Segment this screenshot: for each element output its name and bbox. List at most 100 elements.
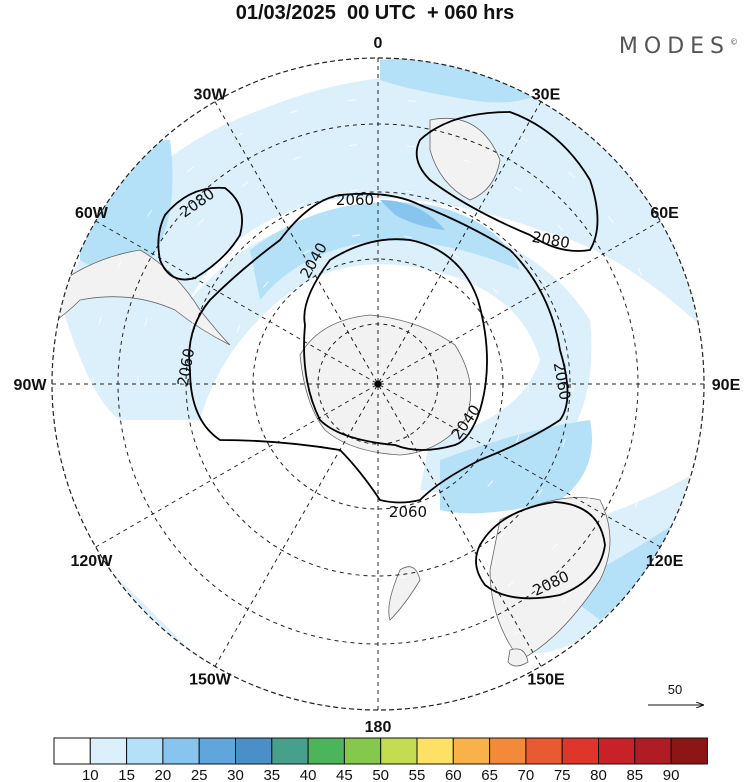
colorbar-box (452, 737, 491, 765)
wind-arrow (406, 145, 415, 148)
contour-2080-africa (415, 111, 599, 252)
colorbar-box (634, 737, 672, 765)
colorbar-box (670, 737, 708, 765)
longitude-label: 0 (374, 35, 383, 52)
wind-arrow (452, 253, 461, 259)
wind-arrow (186, 166, 194, 173)
wind-arrow (562, 595, 570, 602)
wind-arrow (396, 531, 405, 534)
wind-arrow (399, 666, 408, 669)
wind-arrow (236, 325, 241, 333)
wind-arrow (257, 473, 264, 481)
wind-arrow (350, 189, 359, 192)
wind-arrow (188, 431, 192, 440)
wind-arrow (289, 557, 298, 562)
colorbar-box (489, 737, 527, 765)
wind-arrow (190, 321, 194, 330)
antarctica (299, 314, 471, 456)
wind-arrow (262, 281, 269, 288)
colorbar-box (307, 737, 345, 765)
colorbar-box (235, 737, 273, 765)
colorbar-tick-label: 25 (191, 767, 208, 782)
wind-arrow (209, 482, 215, 490)
geopotential-contours (157, 111, 606, 600)
wind-arrow (241, 181, 249, 187)
map-boundary (51, 57, 705, 711)
longitude-label: 150W (189, 672, 232, 689)
colorbar-box (416, 737, 454, 765)
wind-arrow (142, 433, 146, 442)
new-zealand (388, 566, 421, 621)
colorbar-tick-label: 85 (626, 767, 643, 782)
colorbar-box (525, 737, 563, 765)
wind-arrow (603, 551, 609, 559)
wind-arrow (181, 590, 188, 597)
wind-arrow (192, 536, 199, 544)
colorbar-box (53, 737, 91, 765)
wind-arrow (445, 513, 454, 519)
wind-arrow (348, 99, 357, 102)
wind-arrow (537, 489, 543, 497)
colorbar-tick-label: 40 (300, 767, 317, 782)
tasmania (507, 648, 529, 667)
contour-label: 2060 (336, 191, 374, 209)
colorbar-box (89, 737, 128, 765)
wind-arrow (405, 190, 414, 193)
brand-name: MODES (618, 34, 730, 59)
colorbar-tick-label: 70 (518, 767, 535, 782)
wind-arrow (249, 231, 257, 238)
wind-arrow (451, 560, 460, 566)
wind-arrow (340, 666, 349, 668)
wind-arrow (349, 144, 358, 147)
wind-arrow (235, 132, 243, 138)
wind-arrow (351, 234, 360, 237)
wind-arrow (161, 488, 166, 496)
wind-arrow (213, 271, 219, 279)
contour-2060 (188, 192, 569, 504)
longitude-label: 60E (650, 205, 679, 222)
longitude-label: 60W (75, 205, 109, 222)
wind-arrow (513, 630, 521, 636)
wind-arrow (117, 260, 122, 269)
wind-arrow (505, 236, 513, 243)
colorbar-tick-label: 50 (372, 767, 389, 782)
wind-arrow (458, 654, 467, 658)
south-pole-marker (374, 380, 382, 388)
reference-vector: 50 (648, 682, 703, 705)
wind-arrow (292, 156, 301, 161)
colorbar-box (343, 737, 382, 765)
colorbar-box (271, 737, 309, 765)
brand-copyright-mark: © (730, 37, 738, 47)
wind-arrow (520, 136, 528, 142)
wind-arrow (557, 224, 564, 232)
wind-arrow (551, 542, 559, 550)
wind-arrow (243, 525, 251, 532)
brand-logo: MODES© (619, 34, 738, 59)
colorbar-tick-label: 75 (554, 767, 571, 782)
colorbar-tick-label: 55 (409, 767, 426, 782)
australia (489, 497, 611, 661)
wind-arrow (403, 235, 413, 239)
wind-arrow (455, 607, 464, 612)
wind-arrow (343, 529, 353, 533)
landmasses (52, 118, 611, 667)
longitude-label: 150E (527, 672, 565, 689)
wind-arrow (197, 218, 205, 226)
colorbar-tick-label: 60 (445, 767, 462, 782)
contour-2040-inner (303, 238, 488, 451)
wind-arrow (564, 328, 568, 337)
colorbar-box (198, 737, 236, 765)
contour-2080-samerica (157, 186, 243, 281)
south-africa (429, 118, 501, 201)
colorbar-tick-label: 35 (263, 767, 280, 782)
wind-arrow (342, 575, 351, 578)
colorbar-ticks: 10 15 20 25 30 35 40 45 50 55 60 65 70 75 80 85 90 (82, 767, 679, 782)
wind-arrow (98, 316, 102, 325)
colorbar-tick-label: 45 (336, 767, 353, 782)
longitude-label: 120E (646, 553, 684, 570)
longitude-label: 30E (532, 86, 561, 103)
wind-arrow (654, 443, 658, 452)
wind-arrow (608, 441, 612, 450)
colorbar-box (561, 737, 600, 765)
